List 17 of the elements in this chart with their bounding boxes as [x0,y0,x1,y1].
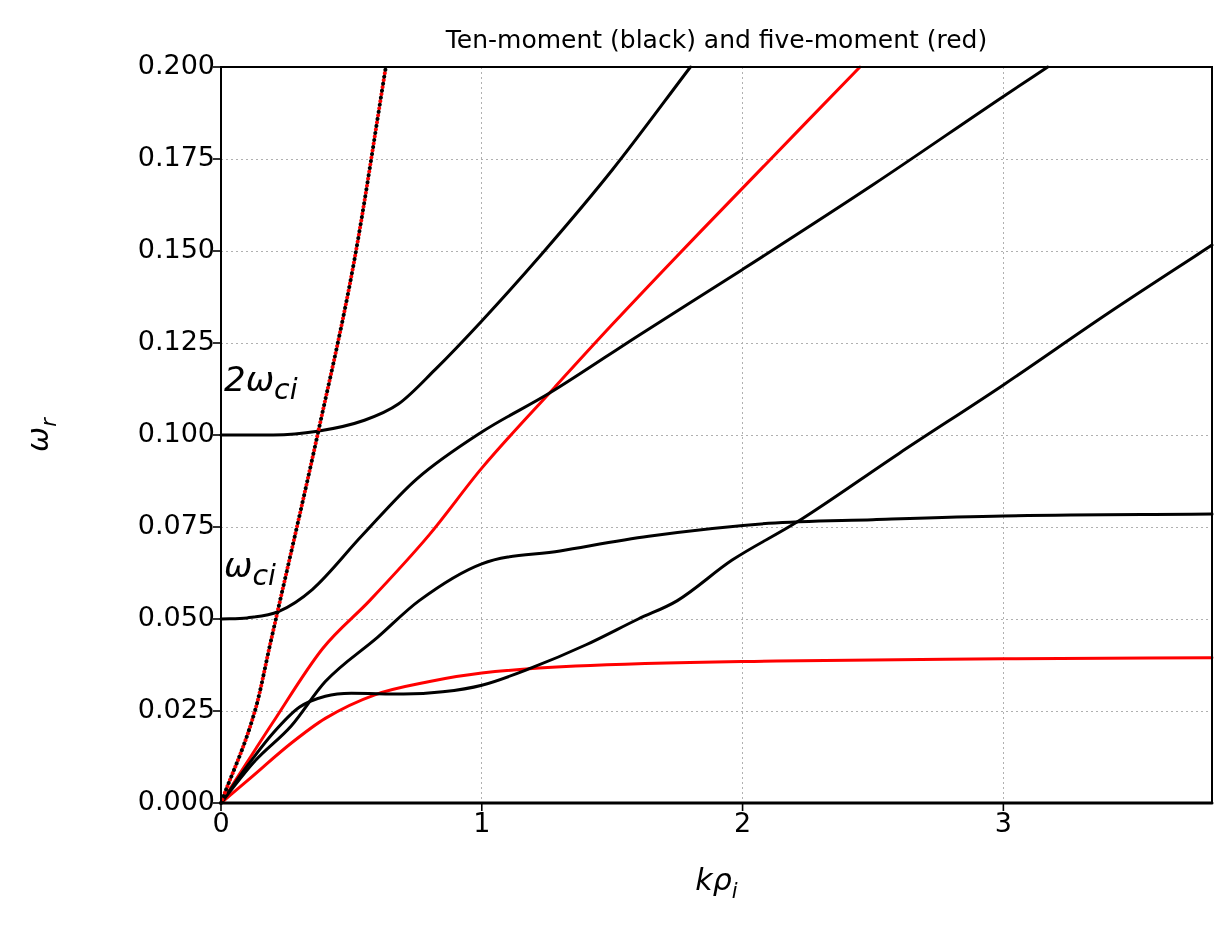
y-tick-label: 0.075 [137,509,215,541]
y-tick-label: 0.150 [137,233,215,265]
y-tick-label: 0.000 [137,785,215,817]
annotation: ω$_{ci}$ [224,545,276,592]
y-tick-label: 0.175 [137,141,215,173]
y-tick-label: 0.200 [137,49,215,81]
y-tick-label: 0.125 [137,325,215,357]
annotation: 2ω$_{ci}$ [224,359,298,406]
y-axis-title: ωr [20,416,61,452]
x-tick-label: 3 [994,807,1012,839]
y-tick-label: 0.100 [137,417,215,449]
x-tick-label: 2 [733,807,752,839]
x-tick-label: 1 [473,807,491,839]
y-tick-label: 0.050 [137,601,215,633]
y-tick-label: 0.025 [137,693,215,725]
chart-title: Ten-moment (black) and five-moment (red) [444,25,988,54]
x-tick-label: 0 [212,807,230,839]
